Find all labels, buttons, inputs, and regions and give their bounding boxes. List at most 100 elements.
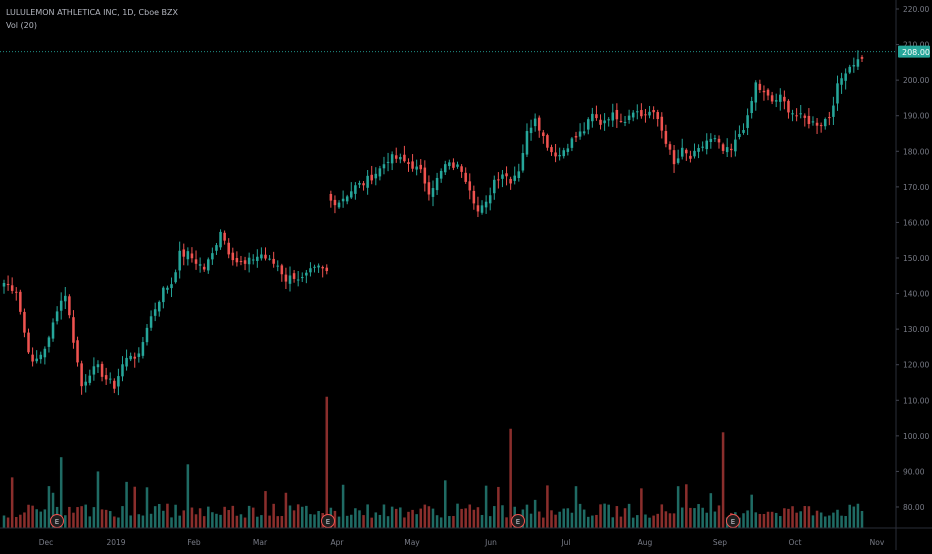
candle <box>170 277 173 298</box>
volume-bar <box>149 513 153 528</box>
candle <box>64 287 67 310</box>
candle <box>80 360 83 395</box>
candle-body <box>247 257 251 265</box>
volume-bar <box>182 510 186 528</box>
time-tick-label: Mar <box>253 538 268 547</box>
candle <box>582 122 586 136</box>
volume-bar <box>350 514 353 528</box>
candle-body <box>174 272 177 283</box>
volume-bar <box>497 486 500 528</box>
candle <box>6 275 10 291</box>
candle <box>329 190 333 208</box>
volume-bar <box>595 514 598 528</box>
candle <box>100 361 104 382</box>
candle <box>505 166 508 186</box>
candle <box>709 133 713 149</box>
candle-body <box>121 364 124 377</box>
volume-bar <box>558 511 561 528</box>
volume-bar <box>305 505 308 528</box>
candle <box>668 141 672 155</box>
candle-body <box>166 287 169 290</box>
volume-bar <box>640 488 643 528</box>
candle <box>43 346 47 365</box>
candle-body <box>860 57 864 59</box>
candle-body <box>729 148 733 151</box>
candle <box>615 103 619 128</box>
candle-body <box>80 363 83 387</box>
candle-body <box>599 119 602 125</box>
volume-bar <box>717 505 721 528</box>
earnings-marker[interactable]: E <box>726 514 740 528</box>
volume-bar <box>774 512 778 528</box>
earnings-marker[interactable]: E <box>50 514 64 528</box>
candle <box>631 110 635 122</box>
symbol-title[interactable]: LULULEMON ATHLETICA INC, 1D, Cboe BZX <box>6 8 179 17</box>
candle <box>133 352 137 368</box>
candle <box>513 166 516 185</box>
candle <box>460 164 463 178</box>
candle <box>292 269 296 283</box>
volume-bar <box>223 506 226 528</box>
candle <box>828 111 831 126</box>
candle <box>96 360 100 373</box>
candle-body <box>746 115 749 128</box>
candle-body <box>443 164 447 173</box>
candle <box>431 180 435 207</box>
candle <box>468 173 472 200</box>
volume-bar <box>96 471 100 528</box>
candle <box>284 267 288 290</box>
candle <box>762 85 766 101</box>
candle-body <box>296 279 300 281</box>
candle <box>542 129 545 144</box>
volume-bar <box>713 511 717 528</box>
volume-bar <box>227 510 230 528</box>
earnings-marker[interactable]: E <box>321 514 335 528</box>
volume-bar <box>47 486 51 528</box>
candle <box>860 55 864 62</box>
candle-body <box>840 78 843 85</box>
volume-bar <box>823 516 827 528</box>
candle <box>603 113 606 131</box>
volume-bar <box>636 515 639 528</box>
volume-bar <box>443 480 447 528</box>
candle <box>517 163 521 182</box>
candle-body <box>321 266 324 269</box>
candle-body <box>734 139 737 152</box>
candle-body <box>554 152 557 157</box>
candle <box>448 159 451 170</box>
time-tick-label: Nov <box>870 538 885 547</box>
volume-bar <box>586 516 590 528</box>
candle-body <box>272 258 275 264</box>
candle <box>705 133 709 155</box>
volume-bar <box>317 511 320 528</box>
candle-body <box>791 113 794 115</box>
volume-bar <box>313 514 316 528</box>
volume-bar <box>844 516 847 528</box>
candle <box>403 145 406 163</box>
volume-bar <box>235 515 239 528</box>
candle-body <box>19 291 22 312</box>
earnings-marker[interactable]: E <box>511 514 525 528</box>
volume-indicator-label[interactable]: Vol (20) <box>6 21 37 30</box>
candle-body <box>509 178 512 184</box>
candle <box>407 158 410 172</box>
volume-bar <box>51 492 55 528</box>
candle-body <box>415 166 418 170</box>
volume-bar <box>832 512 835 528</box>
volume-bar <box>272 503 275 528</box>
volume-bar <box>627 503 631 528</box>
candle <box>611 103 615 127</box>
candle <box>117 368 120 396</box>
volume-bar <box>615 506 619 528</box>
candle <box>774 93 778 108</box>
candle-body <box>35 358 38 362</box>
candle-body <box>72 317 75 343</box>
volume-bar <box>382 504 386 528</box>
volume-bar <box>337 516 341 528</box>
volume-bar <box>309 514 312 528</box>
candle-body <box>501 174 504 179</box>
price-candles <box>2 50 864 396</box>
volume-bar <box>656 513 659 528</box>
